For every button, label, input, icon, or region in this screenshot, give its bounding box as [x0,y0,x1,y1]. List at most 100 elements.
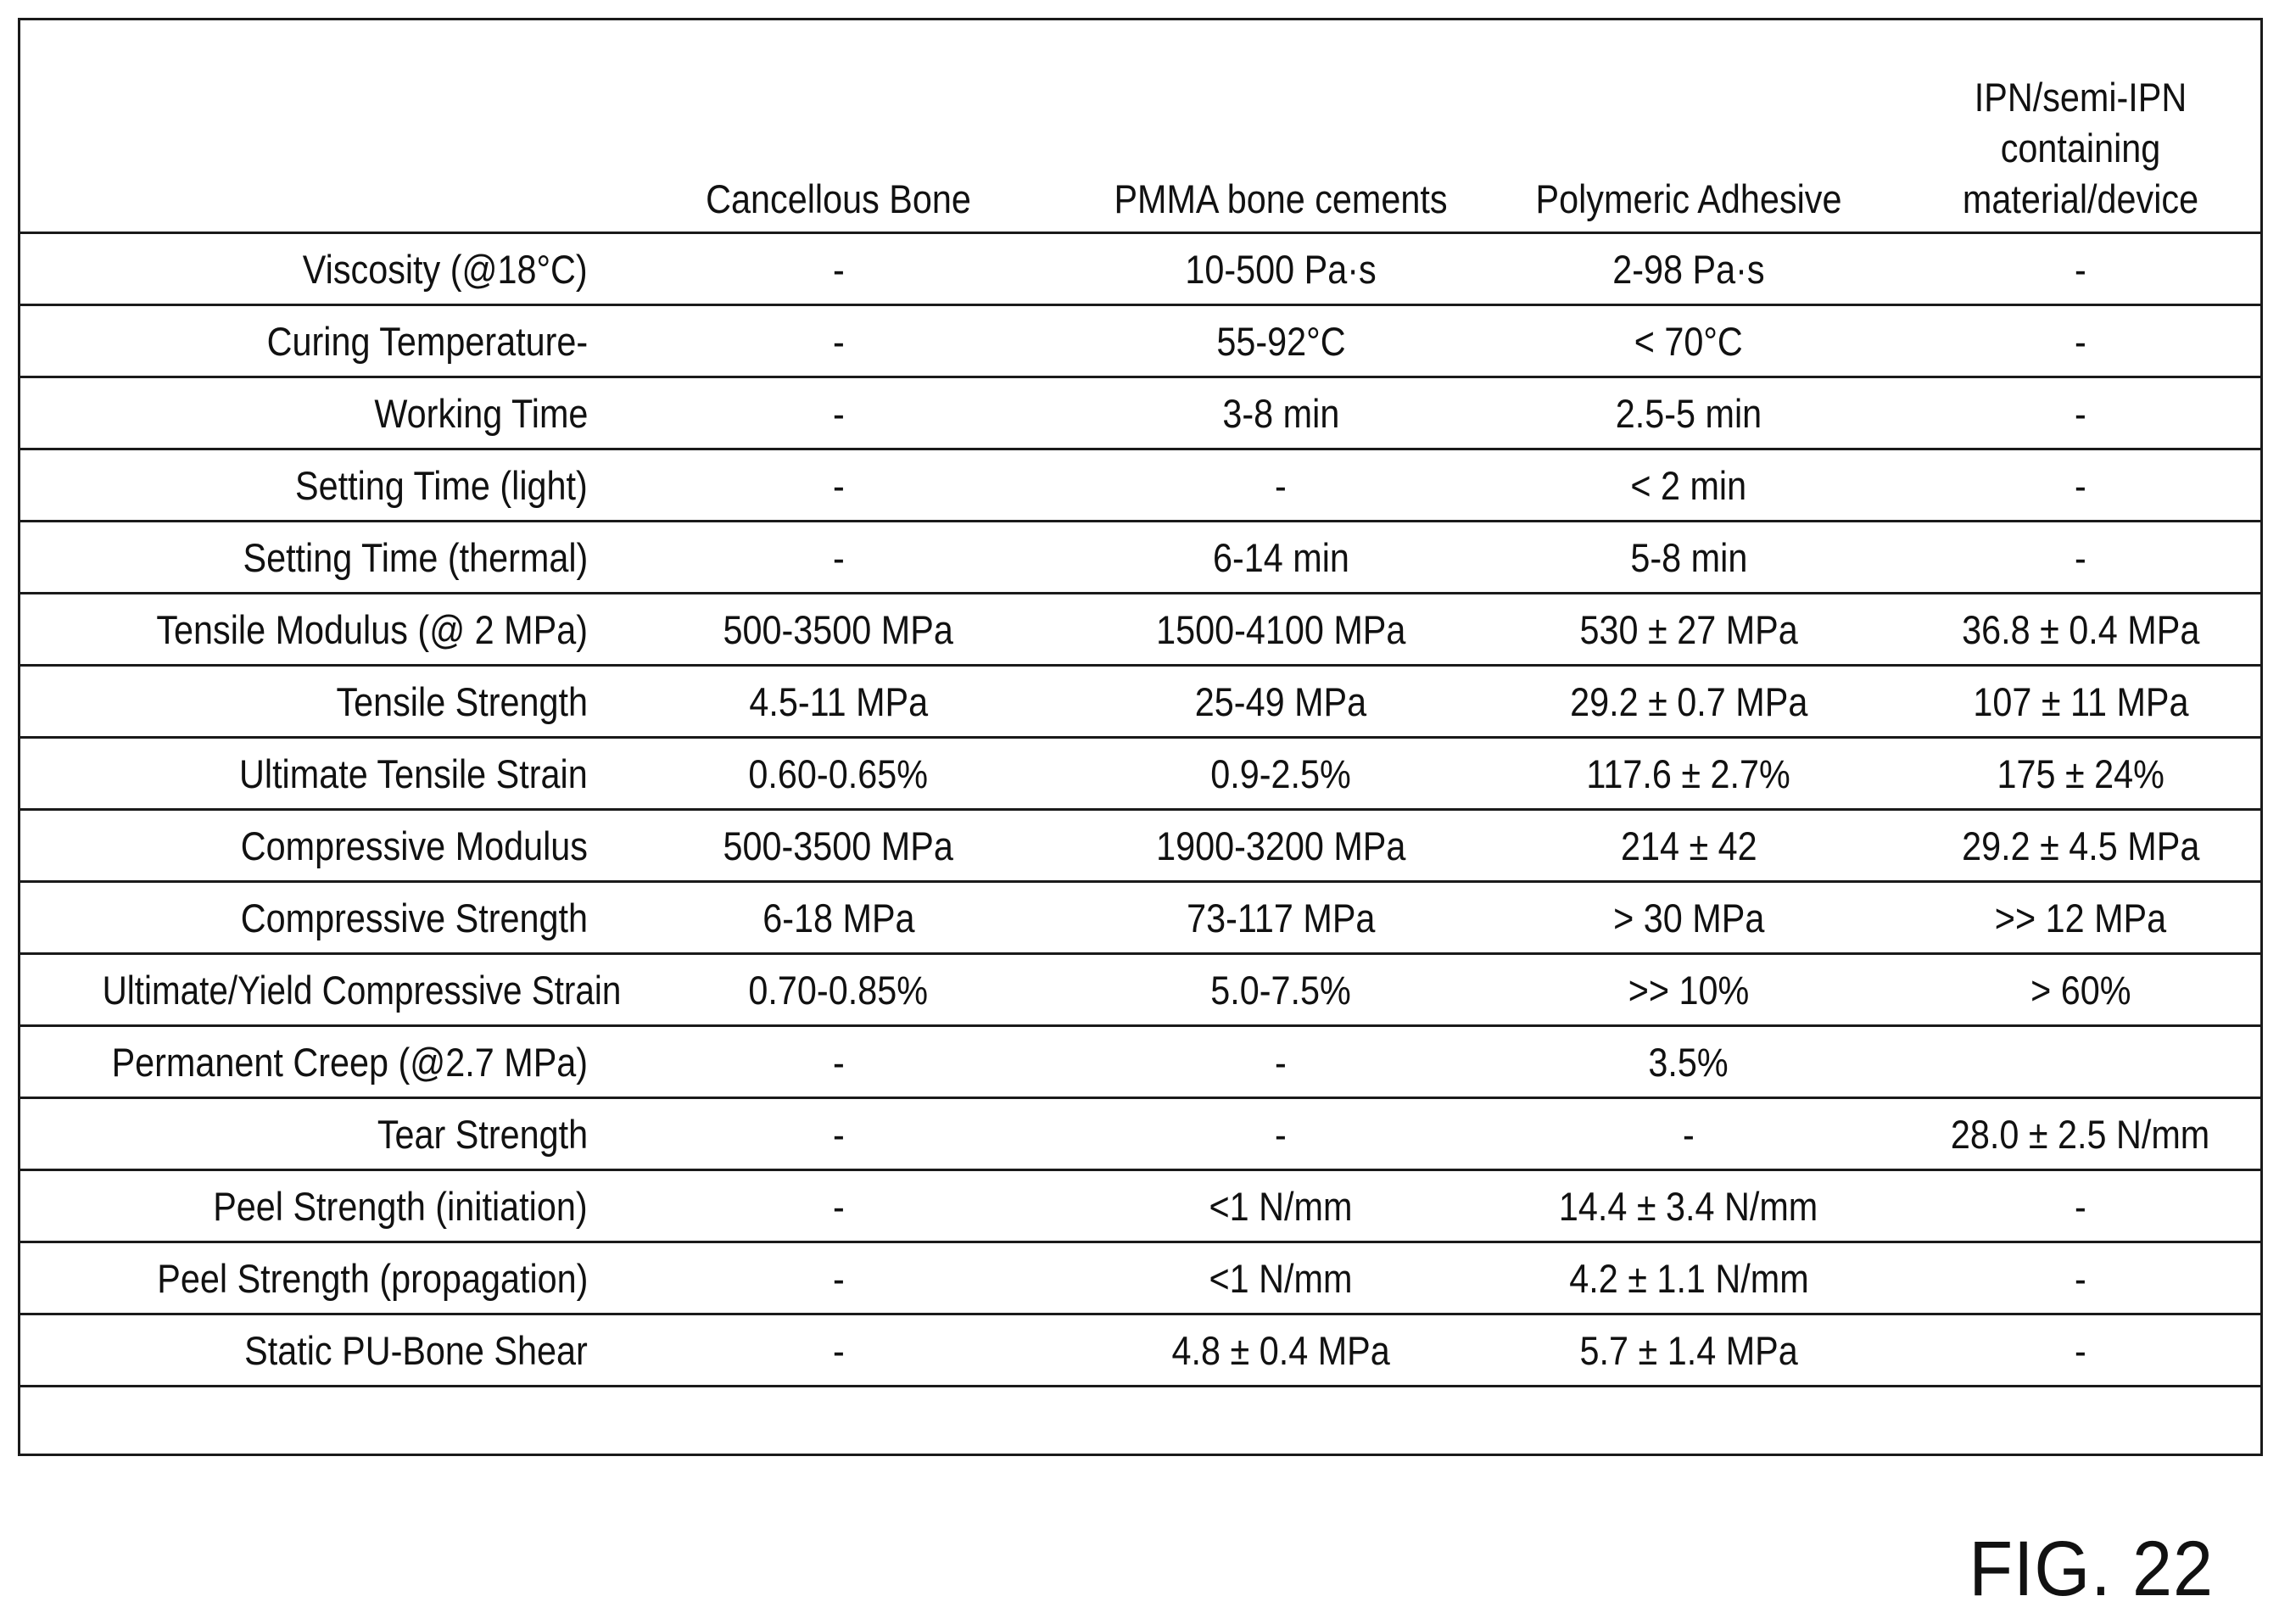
row-label-cell: Ultimate Tensile Strain [18,737,595,811]
cell-value: < 2 min [1630,462,1747,508]
cell-value: - [2075,1255,2086,1301]
row-label-cell: Static PU-Bone Shear [18,1314,595,1387]
table-row: Tensile Strength 4.5-11 MPa 25-49 MPa 29.2 … [18,665,2263,739]
header-ipn-line-2: containing [2000,126,2161,170]
row-label-cell: Tensile Strength [18,665,595,739]
row-label: Setting Time (light) [295,462,588,508]
cell-value: 4.5-11 MPa [749,678,928,724]
table-row: Tear Strength - - - 28.0 ± 2.5 N/mm [18,1097,2263,1171]
row-label: Peel Strength (propagation) [156,1255,588,1301]
cell-value: - [832,390,845,436]
cell-value: > 30 MPa [1612,895,1765,940]
value-cell: - [1898,1242,2263,1315]
cell-value: - [832,1183,845,1229]
header-corner-cell [18,18,595,234]
value-cell: 117.6 ± 2.7% [1479,737,1898,811]
cell-value: 4.8 ± 0.4 MPa [1171,1327,1390,1373]
value-cell: 3.5% [1479,1025,1898,1099]
value-cell: - [595,1097,1082,1171]
value-cell: 2.5-5 min [1479,377,1898,450]
cell-value: 0.60-0.65% [748,751,929,796]
value-cell: 0.9-2.5% [1082,737,1479,811]
cell-value: 500-3500 MPa [723,823,954,868]
cell-value: 0.9-2.5% [1210,751,1351,796]
cell-value: 500-3500 MPa [723,606,954,652]
table-row: Tensile Modulus (@ 2 MPa) 500-3500 MPa 150… [18,593,2263,667]
cell-value: 175 ± 24% [1997,751,2164,796]
row-label: Tensile Strength [336,678,588,724]
row-label: Static PU-Bone Shear [244,1327,588,1373]
table-body: Viscosity (@18°C) -10-500 Pa·s 2-98 Pa·s - C… [18,232,2263,1459]
value-cell: - [1898,304,2263,378]
value-cell: 5.0-7.5% [1082,953,1479,1027]
value-cell: 1900-3200 MPa [1082,809,1479,883]
value-cell: 3-8 min [1082,377,1479,450]
row-label-cell: Tensile Modulus (@ 2 MPa) [18,593,595,667]
value-cell: <1 N/mm [1082,1242,1479,1315]
row-label-cell: Peel Strength (initiation) [18,1169,595,1243]
value-cell: - [1898,232,2263,306]
value-cell: 175 ± 24% [1898,737,2263,811]
cell-value: 36.8 ± 0.4 MPa [1961,606,2200,652]
table-row: Ultimate/Yield Compressive Strain 0.70-0.… [18,953,2263,1027]
value-cell: 14.4 ± 3.4 N/mm [1479,1169,1898,1243]
empty-cell [18,1387,595,1459]
header-ipn-line-1: IPN/semi-IPN [1974,75,2187,120]
cell-value: - [1683,1111,1695,1157]
value-cell: 36.8 ± 0.4 MPa [1898,593,2263,667]
value-cell: 0.60-0.65% [595,737,1082,811]
table-row: Compressive Strength 6-18 MPa 73-117 MPa > … [18,881,2263,955]
cell-value: 117.6 ± 2.7% [1586,751,1791,796]
value-cell: <1 N/mm [1082,1169,1479,1243]
value-cell: 4.5-11 MPa [595,665,1082,739]
header-ipn-device: IPN/semi-IPN containing material/device [1919,18,2242,234]
table-row: Peel Strength (initiation) - <1 N/mm 14.4 ±… [18,1169,2263,1243]
cell-value: >> 10% [1628,967,1750,1013]
value-cell: 500-3500 MPa [595,809,1082,883]
cell-value: >> 12 MPa [1994,895,2167,940]
value-cell: >> 12 MPa [1898,881,2263,955]
value-cell: 2-98 Pa·s [1479,232,1898,306]
cell-value: 29.2 ± 0.7 MPa [1569,678,1808,724]
cell-value: - [1275,1111,1287,1157]
cell-value: 28.0 ± 2.5 N/mm [1951,1111,2210,1157]
row-label: Permanent Creep (@2.7 MPa) [111,1039,588,1085]
cell-value: 10-500 Pa·s [1185,246,1377,292]
header-polymeric-adhesive: Polymeric Adhesive [1504,18,1874,234]
cell-value: 3-8 min [1222,390,1339,436]
row-label: Ultimate/Yield Compressive Strain [102,967,622,1013]
value-cell: - [1082,1097,1479,1171]
value-cell: 4.8 ± 0.4 MPa [1082,1314,1479,1387]
empty-cell [1479,1387,1898,1459]
row-label: Curing Temperature- [266,318,588,364]
row-label-cell: Compressive Modulus [18,809,595,883]
value-cell: - [1898,521,2263,594]
table-row: Compressive Modulus 500-3500 MPa 1900-3200… [18,809,2263,883]
row-label-cell: Curing Temperature- [18,304,595,378]
cell-value: < 70°C [1634,318,1744,364]
value-cell: - [1898,449,2263,522]
table-row: Setting Time (light) - - < 2 min - [18,449,2263,522]
value-cell: 29.2 ± 0.7 MPa [1479,665,1898,739]
row-label: Peel Strength (initiation) [213,1183,588,1229]
value-cell: 500-3500 MPa [595,593,1082,667]
cell-value: 1900-3200 MPa [1155,823,1406,868]
value-cell: 5-8 min [1479,521,1898,594]
value-cell: - [595,449,1082,522]
table-row: Viscosity (@18°C) - 10-500 Pa·s 2-98 Pa·s - [18,232,2263,306]
cell-value: - [2075,1183,2086,1229]
cell-value: 73-117 MPa [1186,895,1376,940]
table-row: Setting Time (thermal) - 6-14 min 5-8 min - [18,521,2263,594]
table-row: Curing Temperature- - 55-92°C < 70°C - [18,304,2263,378]
row-label-cell: Ultimate/Yield Compressive Strain [18,953,621,1027]
cell-value: 5-8 min [1630,534,1747,580]
cell-value: 5.0-7.5% [1210,967,1351,1013]
value-cell: - [595,521,1082,594]
cell-value: 0.70-0.85% [748,967,929,1013]
row-label-cell: Permanent Creep (@2.7 MPa) [18,1025,595,1099]
cell-value: - [1275,462,1287,508]
cell-value: 214 ± 42 [1620,823,1757,868]
empty-row [18,1387,2263,1459]
cell-value: - [2075,246,2086,292]
